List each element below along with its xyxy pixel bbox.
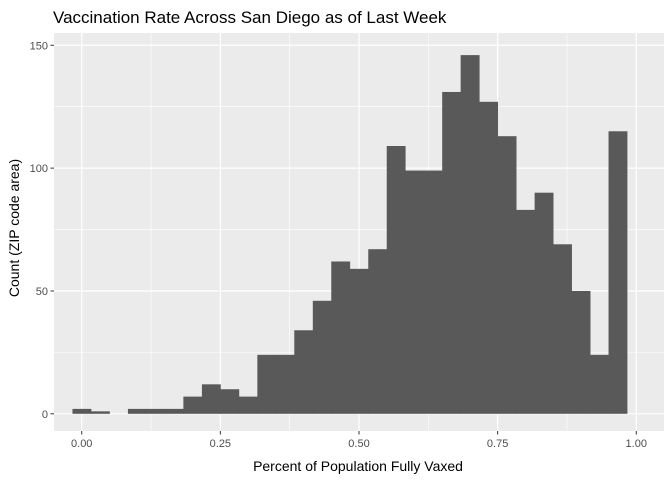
x-axis-title: Percent of Population Fully Vaxed [253, 458, 463, 474]
histogram-bar [220, 389, 240, 414]
histogram-bar [90, 411, 110, 414]
x-tick-label: 1.00 [626, 438, 647, 450]
histogram-bar [275, 354, 295, 414]
x-tick-label: 0.50 [348, 438, 369, 450]
histogram-bar [571, 290, 591, 414]
y-tick-label: 50 [36, 286, 48, 298]
histogram-bar [331, 261, 351, 414]
histogram-bar [442, 91, 462, 414]
x-tick-label: 0.75 [487, 438, 508, 450]
histogram-bar [534, 192, 554, 414]
histogram-bar [164, 408, 184, 414]
histogram-bar [238, 396, 258, 414]
y-tick-label: 150 [30, 40, 48, 52]
histogram-bar [294, 330, 314, 414]
histogram-bar [312, 300, 332, 414]
histogram-bar [460, 55, 480, 414]
histogram-bar [405, 170, 425, 414]
y-axis-title: Count (ZIP code area) [6, 159, 22, 297]
x-axis-ticks: 0.00 0.25 0.50 0.75 1.00 [71, 431, 647, 450]
histogram-bar [183, 396, 203, 414]
histogram-bar [127, 408, 147, 414]
histogram-bars [72, 55, 628, 414]
histogram-bar [590, 354, 609, 414]
histogram-bar [423, 170, 443, 414]
histogram-bar [146, 408, 166, 414]
histogram-bar [608, 131, 628, 414]
y-axis-ticks: 0 50 100 150 [30, 40, 54, 421]
histogram-bar [497, 136, 517, 414]
histogram-bar [479, 101, 499, 414]
histogram-bar [553, 244, 572, 414]
y-tick-label: 100 [30, 163, 48, 175]
histogram-bar [72, 408, 92, 414]
x-tick-label: 0.25 [210, 438, 231, 450]
y-tick-label: 0 [42, 409, 48, 421]
histogram-bar [516, 209, 536, 414]
histogram-bar [257, 354, 277, 414]
histogram-bar [201, 384, 221, 414]
chart-title: Vaccination Rate Across San Diego as of … [53, 8, 447, 27]
x-tick-label: 0.00 [71, 438, 92, 450]
histogram-bar [368, 249, 388, 414]
histogram-bar [386, 146, 406, 414]
histogram-bar [349, 268, 369, 414]
